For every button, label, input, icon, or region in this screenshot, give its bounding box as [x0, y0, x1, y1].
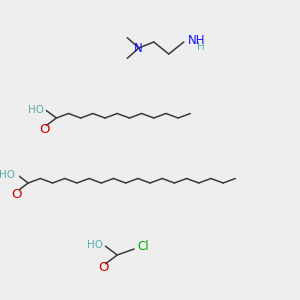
Text: Cl: Cl [138, 241, 149, 254]
Text: O: O [39, 123, 50, 136]
Text: O: O [98, 261, 109, 274]
Text: H: H [197, 42, 205, 52]
Text: O: O [11, 188, 22, 201]
Text: N: N [134, 41, 142, 55]
Text: HO: HO [87, 240, 103, 250]
Text: NH: NH [188, 34, 205, 47]
Text: HO: HO [0, 169, 15, 179]
Text: HO: HO [28, 104, 43, 115]
